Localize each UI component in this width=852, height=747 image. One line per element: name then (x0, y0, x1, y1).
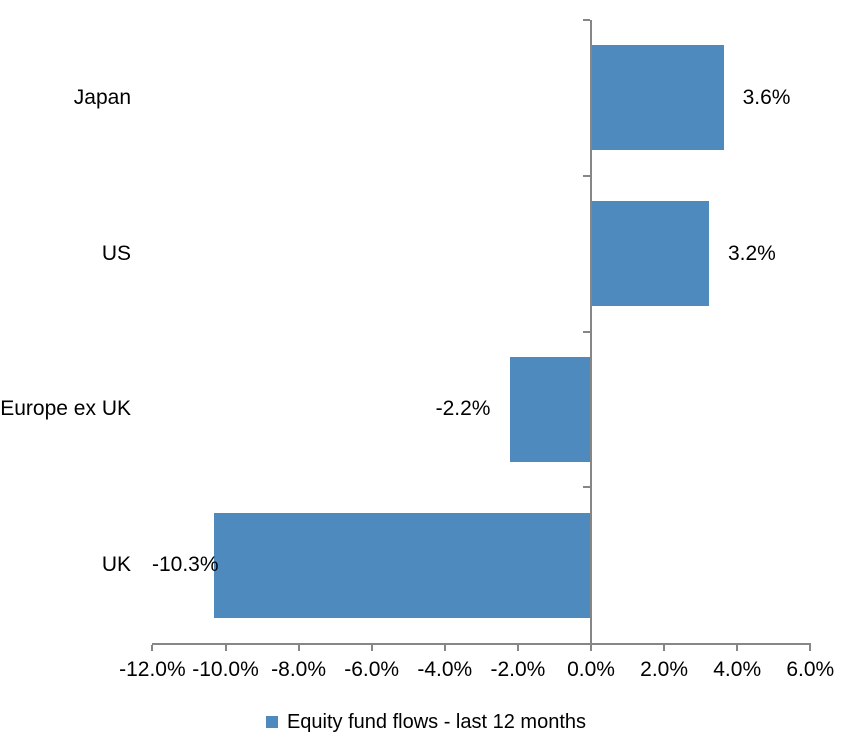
category-boundary-tick (583, 486, 590, 489)
bar (592, 201, 709, 307)
bar (509, 356, 590, 462)
bar-value-label: -10.3% (152, 553, 219, 577)
x-axis-tick-label: -8.0% (271, 658, 327, 681)
x-axis-line (152, 643, 812, 645)
x-axis-tick (736, 645, 739, 651)
x-axis-tick (151, 645, 154, 651)
x-axis-tick (516, 645, 519, 651)
category-label: Japan (73, 85, 131, 109)
x-axis-tick (224, 645, 227, 651)
x-axis-tick (297, 645, 300, 651)
bar (213, 512, 590, 618)
x-axis-tick-label: -2.0% (490, 658, 546, 681)
x-axis-tick-label: 2.0% (640, 658, 689, 681)
category-boundary-tick (583, 19, 590, 21)
x-axis-tick-label: 6.0% (786, 658, 835, 681)
legend-label: Equity fund flows - last 12 months (286, 711, 587, 733)
category-boundary-tick (583, 330, 590, 333)
x-axis-tick-label: -4.0% (417, 658, 473, 681)
x-axis-tick (590, 645, 592, 651)
x-axis-tick-label: 4.0% (713, 658, 762, 681)
category-boundary-tick (583, 174, 590, 177)
x-axis-tick (809, 645, 812, 651)
x-axis-tick (663, 645, 666, 651)
x-axis-tick-label: -12.0% (119, 658, 186, 681)
x-axis-tick (370, 645, 373, 651)
category-label: US (101, 241, 131, 265)
bar-value-label: 3.6% (742, 85, 791, 109)
bar-value-label: 3.2% (727, 241, 776, 265)
category-label: UK (101, 553, 131, 577)
x-axis-tick-label: -10.0% (192, 658, 259, 681)
x-axis-tick (443, 645, 446, 651)
bar-value-label: -2.2% (435, 397, 491, 421)
legend: Equity fund flows - last 12 months (0, 707, 852, 737)
category-label: Europe ex UK (0, 397, 131, 421)
legend-marker-square (265, 716, 278, 728)
y-axis-line (590, 20, 592, 645)
x-axis-tick-label: 0.0% (567, 658, 615, 681)
x-axis-tick-label: -6.0% (344, 658, 400, 681)
bar (592, 45, 724, 151)
